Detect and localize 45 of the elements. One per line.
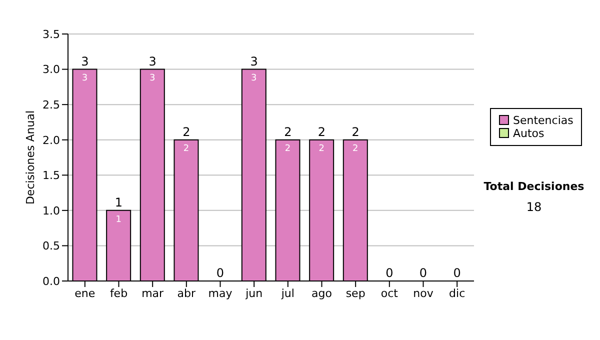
legend-label: Autos <box>513 126 544 140</box>
y-tick-label: 1.0 <box>42 204 60 218</box>
y-tick-label: 1.5 <box>42 169 60 182</box>
legend-label: Sentencias <box>513 114 574 126</box>
data-label: 3 <box>82 74 88 84</box>
total-label: 1 <box>114 195 123 210</box>
total-label: 2 <box>284 124 292 139</box>
y-tick-label: 0.5 <box>42 240 60 253</box>
y-tick-label: 0.0 <box>42 274 60 288</box>
total-label: 0 <box>453 266 461 280</box>
data-label: 2 <box>318 144 324 154</box>
y-tick-label: 2.5 <box>42 98 60 112</box>
data-label: 1 <box>116 214 122 225</box>
x-tick-label: jul <box>280 286 294 300</box>
x-tick-label: may <box>208 286 233 300</box>
data-label: 2 <box>284 144 291 154</box>
total-label: 2 <box>182 124 190 139</box>
x-tick-label: abr <box>177 286 196 300</box>
text: Total Decisiones <box>482 180 586 193</box>
x-tick-label: mar <box>142 286 164 300</box>
total-label: 3 <box>250 54 258 68</box>
data-label: 3 <box>251 74 257 84</box>
x-tick-label: jun <box>244 286 263 300</box>
total-label: 2 <box>352 124 360 139</box>
x-tick-label: sep <box>346 286 366 300</box>
y-axis-title: Decisiones Anual <box>24 110 37 205</box>
x-tick-label: oct <box>380 286 399 300</box>
x-tick-label: feb <box>110 286 128 300</box>
data-label: 2 <box>352 144 358 154</box>
total-label: 0 <box>216 266 224 280</box>
x-tick-label: ene <box>74 286 96 300</box>
y-tick-label: 2.0 <box>42 134 60 147</box>
data-label: 3 <box>150 74 156 84</box>
x-tick-label: dic <box>449 286 466 300</box>
total-label: 3 <box>81 54 89 68</box>
total-label: 0 <box>386 266 394 280</box>
x-tick-label: ago <box>312 286 332 300</box>
total-label: 0 <box>419 266 428 280</box>
y-tick-label: 3.0 <box>42 63 60 76</box>
text: 18 <box>525 200 543 214</box>
data-label: 2 <box>183 144 190 154</box>
total-label: 2 <box>318 124 326 139</box>
total-label: 3 <box>148 54 156 68</box>
x-tick-label: nov <box>413 286 434 300</box>
y-tick-label: 3.5 <box>42 28 60 41</box>
